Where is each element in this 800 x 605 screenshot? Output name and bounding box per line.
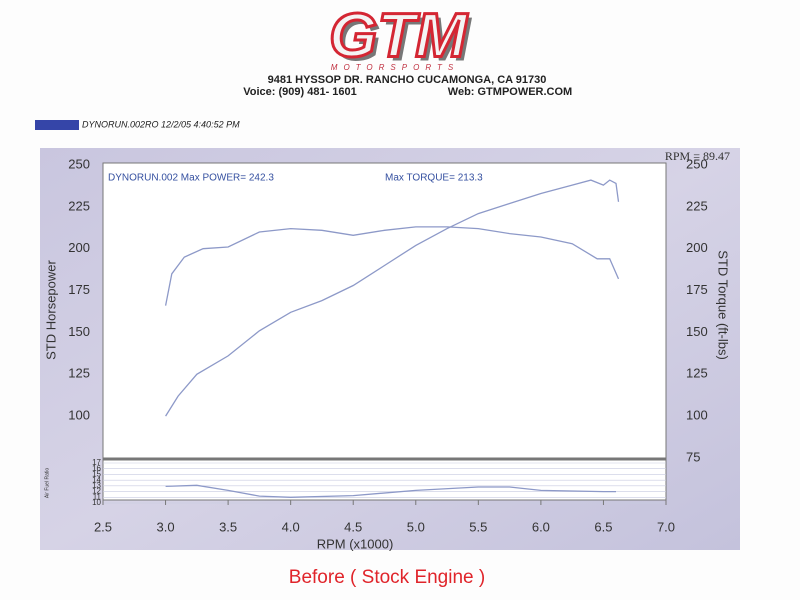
caption: Before ( Stock Engine ) — [289, 567, 485, 588]
run-swatch — [35, 120, 79, 130]
y-tick-label: 225 — [68, 198, 90, 213]
x-axis-label: RPM (x1000) — [317, 536, 394, 551]
x-tick-label: 7.0 — [657, 519, 675, 534]
x-tick-label: 3.5 — [219, 519, 237, 534]
x-tick-label: 4.5 — [344, 519, 362, 534]
web: Web: GTMPOWER.COM — [448, 86, 572, 98]
y-tick-label: 250 — [68, 156, 90, 171]
y-tick-label: 17 — [92, 458, 101, 467]
logo: GTM — [329, 1, 468, 70]
y-axis-label: Air Fuel Ratio — [44, 468, 50, 499]
annotation: Max TORQUE= 213.3 — [385, 173, 483, 184]
x-tick-label: 5.0 — [407, 519, 425, 534]
y-tick-label: 13 — [92, 481, 101, 490]
y-tick-label: 11 — [93, 492, 102, 501]
x-tick-label: 4.0 — [282, 519, 300, 534]
logo-shadow: GTM — [333, 5, 472, 74]
y-tick-label: 175 — [68, 282, 90, 297]
y2-axis-label: STD Torque (ft-lbs) — [716, 250, 731, 360]
y2-tick-label: 100 — [686, 408, 708, 423]
y-tick-label: 12 — [92, 487, 101, 496]
y2-tick-label: 175 — [686, 282, 708, 297]
y2-tick-label: 75 — [686, 449, 700, 464]
y2-tick-label: 150 — [686, 324, 708, 339]
x-tick-label: 3.0 — [157, 519, 175, 534]
run-label: DYNORUN.002RO 12/2/05 4:40:52 PM — [82, 119, 240, 129]
x-tick-label: 2.5 — [94, 519, 112, 534]
logo-sub: MOTORSPORTS — [331, 63, 459, 72]
data-line — [165, 484, 616, 498]
y-tick-label: 100 — [68, 408, 90, 423]
data-line — [164, 226, 620, 306]
y2-tick-label: 250 — [686, 156, 708, 171]
address: 9481 HYSSOP DR. RANCHO CUCAMONGA, CA 917… — [268, 74, 547, 86]
y-tick-label: 16 — [92, 464, 101, 473]
y2-tick-label: 225 — [686, 198, 708, 213]
annotation: DYNORUN.002 Max POWER= 242.3 — [108, 173, 274, 184]
y2-tick-label: 125 — [686, 366, 708, 381]
y-tick-label: 15 — [92, 470, 101, 479]
y-tick-label: 14 — [92, 475, 101, 484]
y-tick-label: 125 — [68, 366, 90, 381]
annotation: RPM = 89.47 — [665, 149, 730, 163]
data-line — [165, 179, 620, 417]
plot-area — [102, 162, 667, 501]
voice: Voice: (909) 481- 1601 — [243, 86, 357, 98]
y-axis-label: STD Horsepower — [43, 259, 58, 359]
y2-tick-label: 200 — [686, 240, 708, 255]
x-tick-label: 6.0 — [532, 519, 550, 534]
y-tick-label: 200 — [68, 240, 90, 255]
y-tick-label: 10 — [92, 498, 101, 507]
x-tick-label: 6.5 — [594, 519, 612, 534]
x-tick-label: 5.5 — [469, 519, 487, 534]
y-tick-label: 150 — [68, 324, 90, 339]
